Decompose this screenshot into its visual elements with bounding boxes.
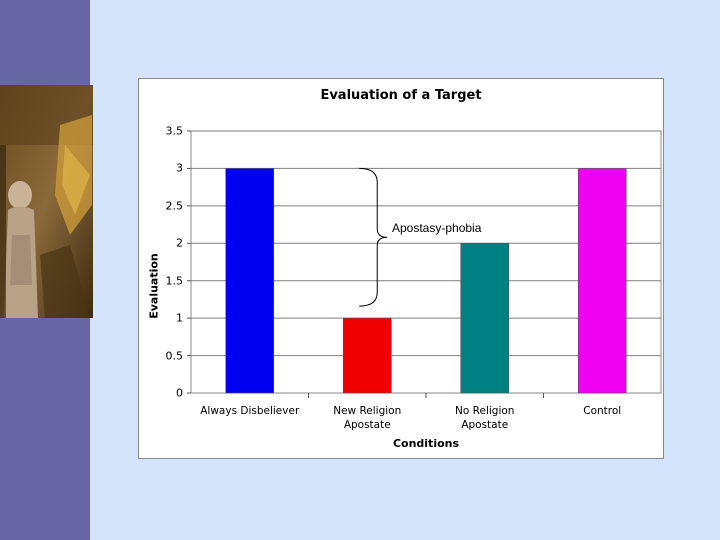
x-axis-label: Conditions — [392, 437, 460, 450]
annotation-brace — [359, 167, 388, 307]
x-tick-label: No Religion Apostate — [455, 405, 515, 431]
y-tick-label: 1.5 — [165, 274, 184, 288]
bar — [225, 168, 275, 394]
y-tick-label: 0.5 — [165, 349, 184, 363]
y-tick-label: 0 — [176, 386, 183, 400]
bar — [577, 168, 627, 394]
bar — [460, 242, 510, 394]
x-tick-label: Control — [583, 405, 622, 417]
y-tick-label: 3.5 — [165, 124, 184, 138]
annotation-label: Apostasy-phobia — [392, 221, 482, 235]
y-tick-label: 1 — [176, 311, 183, 325]
chart-panel: Evaluation of a Target Evaluation Condit… — [138, 78, 664, 459]
chart-title: Evaluation of a Target — [320, 88, 482, 103]
bar — [342, 317, 392, 394]
x-tick-label: Always Disbeliever — [200, 405, 300, 417]
x-tick-label: New Religion Apostate — [333, 405, 402, 431]
y-tick-label: 3 — [176, 161, 183, 175]
chart-plot — [187, 130, 662, 398]
y-tick-label: 2.5 — [165, 199, 184, 213]
y-tick-label: 2 — [176, 236, 183, 250]
statue-photo — [0, 85, 93, 318]
